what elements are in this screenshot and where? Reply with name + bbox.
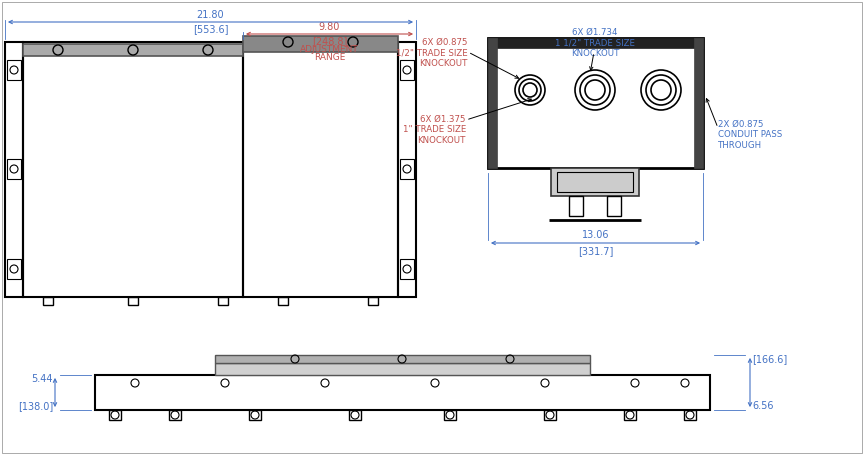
Bar: [43, 297, 53, 305]
Text: RANGE: RANGE: [314, 53, 346, 62]
Text: 6.56: 6.56: [752, 401, 773, 411]
Bar: [488, 38, 497, 168]
Text: [138.0]: [138.0]: [18, 401, 53, 411]
Bar: [243, 36, 398, 52]
Text: 6X Ø1.375
1" TRADE SIZE
KNOCKOUT: 6X Ø1.375 1" TRADE SIZE KNOCKOUT: [403, 115, 466, 145]
Text: 5.44: 5.44: [31, 374, 53, 384]
Bar: [400, 60, 414, 80]
Bar: [128, 297, 138, 305]
Text: 2X Ø0.875
CONDUIT PASS
THROUGH: 2X Ø0.875 CONDUIT PASS THROUGH: [718, 120, 782, 150]
Bar: [694, 38, 703, 168]
Text: ADJUSTMENT: ADJUSTMENT: [300, 45, 359, 54]
Bar: [169, 410, 181, 420]
Bar: [278, 297, 288, 305]
Text: 6X Ø0.875
1/2" TRADE SIZE
KNOCKOUT: 6X Ø0.875 1/2" TRADE SIZE KNOCKOUT: [397, 38, 468, 68]
Bar: [400, 259, 414, 279]
Bar: [23, 44, 243, 56]
Bar: [7, 60, 21, 80]
Text: [331.7]: [331.7]: [578, 246, 613, 256]
Bar: [368, 297, 378, 305]
Bar: [215, 363, 590, 375]
Bar: [557, 172, 633, 192]
Text: 9.80: 9.80: [319, 22, 340, 32]
Bar: [249, 410, 261, 420]
Text: 21.80: 21.80: [197, 10, 225, 20]
Bar: [218, 297, 228, 305]
Text: 6X Ø1.734
1 1/2" TRADE SIZE
KNOCKOUT: 6X Ø1.734 1 1/2" TRADE SIZE KNOCKOUT: [555, 28, 635, 58]
Bar: [551, 168, 639, 196]
Bar: [624, 410, 636, 420]
Bar: [400, 159, 414, 179]
Text: [248.8]: [248.8]: [312, 36, 347, 46]
Text: 13.06: 13.06: [581, 230, 609, 240]
Bar: [488, 38, 703, 168]
Bar: [569, 196, 583, 216]
Bar: [7, 259, 21, 279]
Bar: [109, 410, 121, 420]
Bar: [243, 42, 398, 297]
Text: [553.6]: [553.6]: [193, 24, 228, 34]
Text: [166.6]: [166.6]: [752, 354, 787, 364]
Bar: [544, 410, 556, 420]
Bar: [349, 410, 361, 420]
Bar: [398, 42, 416, 297]
Bar: [607, 196, 621, 216]
Bar: [7, 159, 21, 179]
Bar: [95, 375, 710, 410]
Bar: [684, 410, 696, 420]
Bar: [444, 410, 456, 420]
Bar: [23, 42, 243, 297]
Bar: [488, 38, 703, 48]
Bar: [5, 42, 23, 297]
Bar: [215, 355, 590, 363]
